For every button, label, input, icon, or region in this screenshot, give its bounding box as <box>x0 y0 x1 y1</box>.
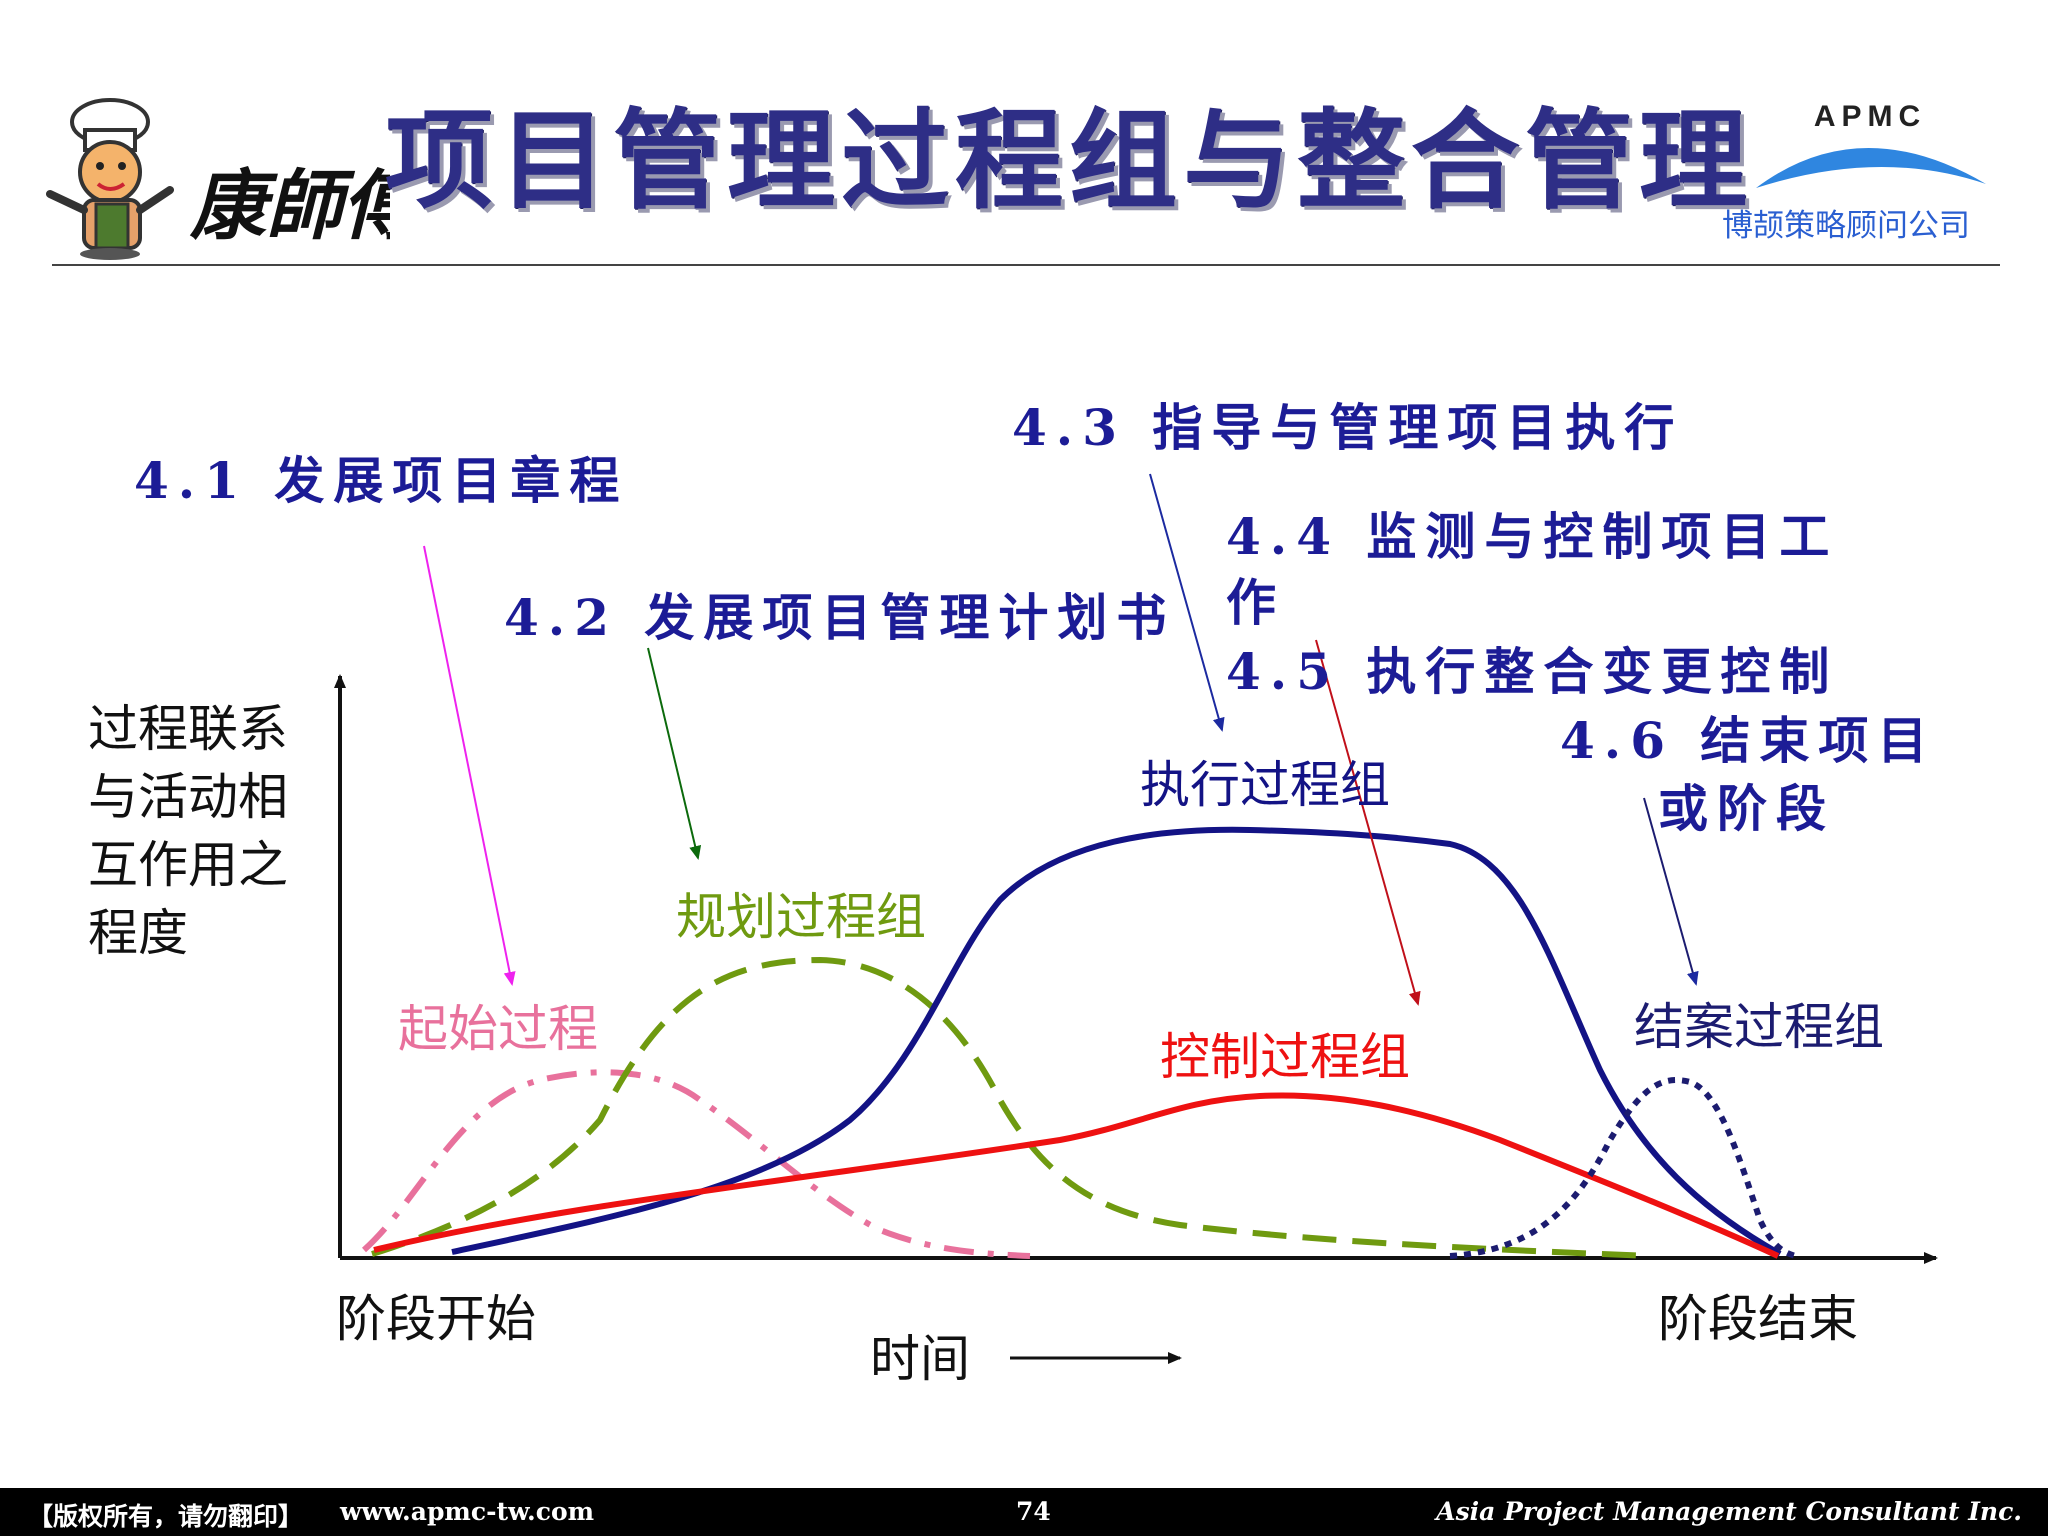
executing-curve <box>451 826 1782 1257</box>
brand-mark-text: 康師傅 <box>189 161 390 250</box>
label-4-4-line1: 4.4 监测与控制项目工 <box>1226 507 1839 566</box>
pointer-4-3 <box>1149 473 1225 732</box>
brand-logo: 康師傅 <box>46 98 390 260</box>
label-4-5: 4.5 执行整合变更控制 <box>1226 642 1839 701</box>
pointer-4-2 <box>647 647 702 860</box>
pointer-4-4 <box>1315 639 1421 1006</box>
footer-url-link[interactable]: www.apmc-tw.com <box>340 1497 595 1526</box>
footer-page-number: 74 <box>1016 1497 1051 1526</box>
controlling-curve <box>373 1092 1780 1259</box>
closing-curve <box>1449 1077 1801 1260</box>
label-4-1: 4.1 发展项目章程 <box>134 451 629 510</box>
footer-copyright: 【版权所有，请勿翻印】 <box>28 1502 304 1531</box>
group-label-planning: 规划过程组 <box>676 888 926 946</box>
group-label-controlling: 控制过程组 <box>1160 1028 1410 1086</box>
footer-company-name: Asia Project Management Consultant Inc. <box>1436 1497 2022 1526</box>
apmc-logo-text: APMC <box>1814 100 1926 133</box>
y-axis-label-line-3: 互作用之 <box>88 836 288 894</box>
header-divider <box>52 264 2000 266</box>
group-label-closing: 结案过程组 <box>1634 998 1884 1056</box>
phase-start-label: 阶段开始 <box>336 1290 536 1348</box>
phase-end-label: 阶段结束 <box>1658 1290 1858 1348</box>
apmc-logo: APMC <box>1756 100 1986 188</box>
initiating-curve <box>362 1069 1031 1259</box>
pointer-4-1 <box>423 545 516 986</box>
label-4-4-line2: 作 <box>1226 573 1285 632</box>
pointer-4-6 <box>1643 797 1699 986</box>
label-4-3: 4.3 指导与管理项目执行 <box>1012 398 1684 457</box>
company-name-cn: 博颉策略顾问公司 <box>1722 208 1970 244</box>
page-title: 项目管理过程组与整合管理 <box>385 99 1754 224</box>
label-4-6-line1: 4.6 结束项目 <box>1560 711 1937 770</box>
label-4-2: 4.2 发展项目管理计划书 <box>504 588 1176 647</box>
y-axis-label-line-4: 程度 <box>88 904 188 962</box>
y-axis-label-line-2: 与活动相 <box>88 768 288 826</box>
time-label: 时间 <box>870 1330 970 1388</box>
arc-icon <box>1756 147 1986 188</box>
chef-mascot-icon <box>46 98 174 260</box>
label-4-6-line2: 或阶段 <box>1658 779 1835 838</box>
group-label-initiating: 起始过程 <box>398 1000 598 1058</box>
y-axis-label-line-1: 过程联系 <box>88 700 288 758</box>
footer-bar: 【版权所有，请勿翻印】 www.apmc-tw.com 74 Asia Proj… <box>0 1488 2048 1536</box>
group-label-executing: 执行过程组 <box>1140 756 1390 814</box>
